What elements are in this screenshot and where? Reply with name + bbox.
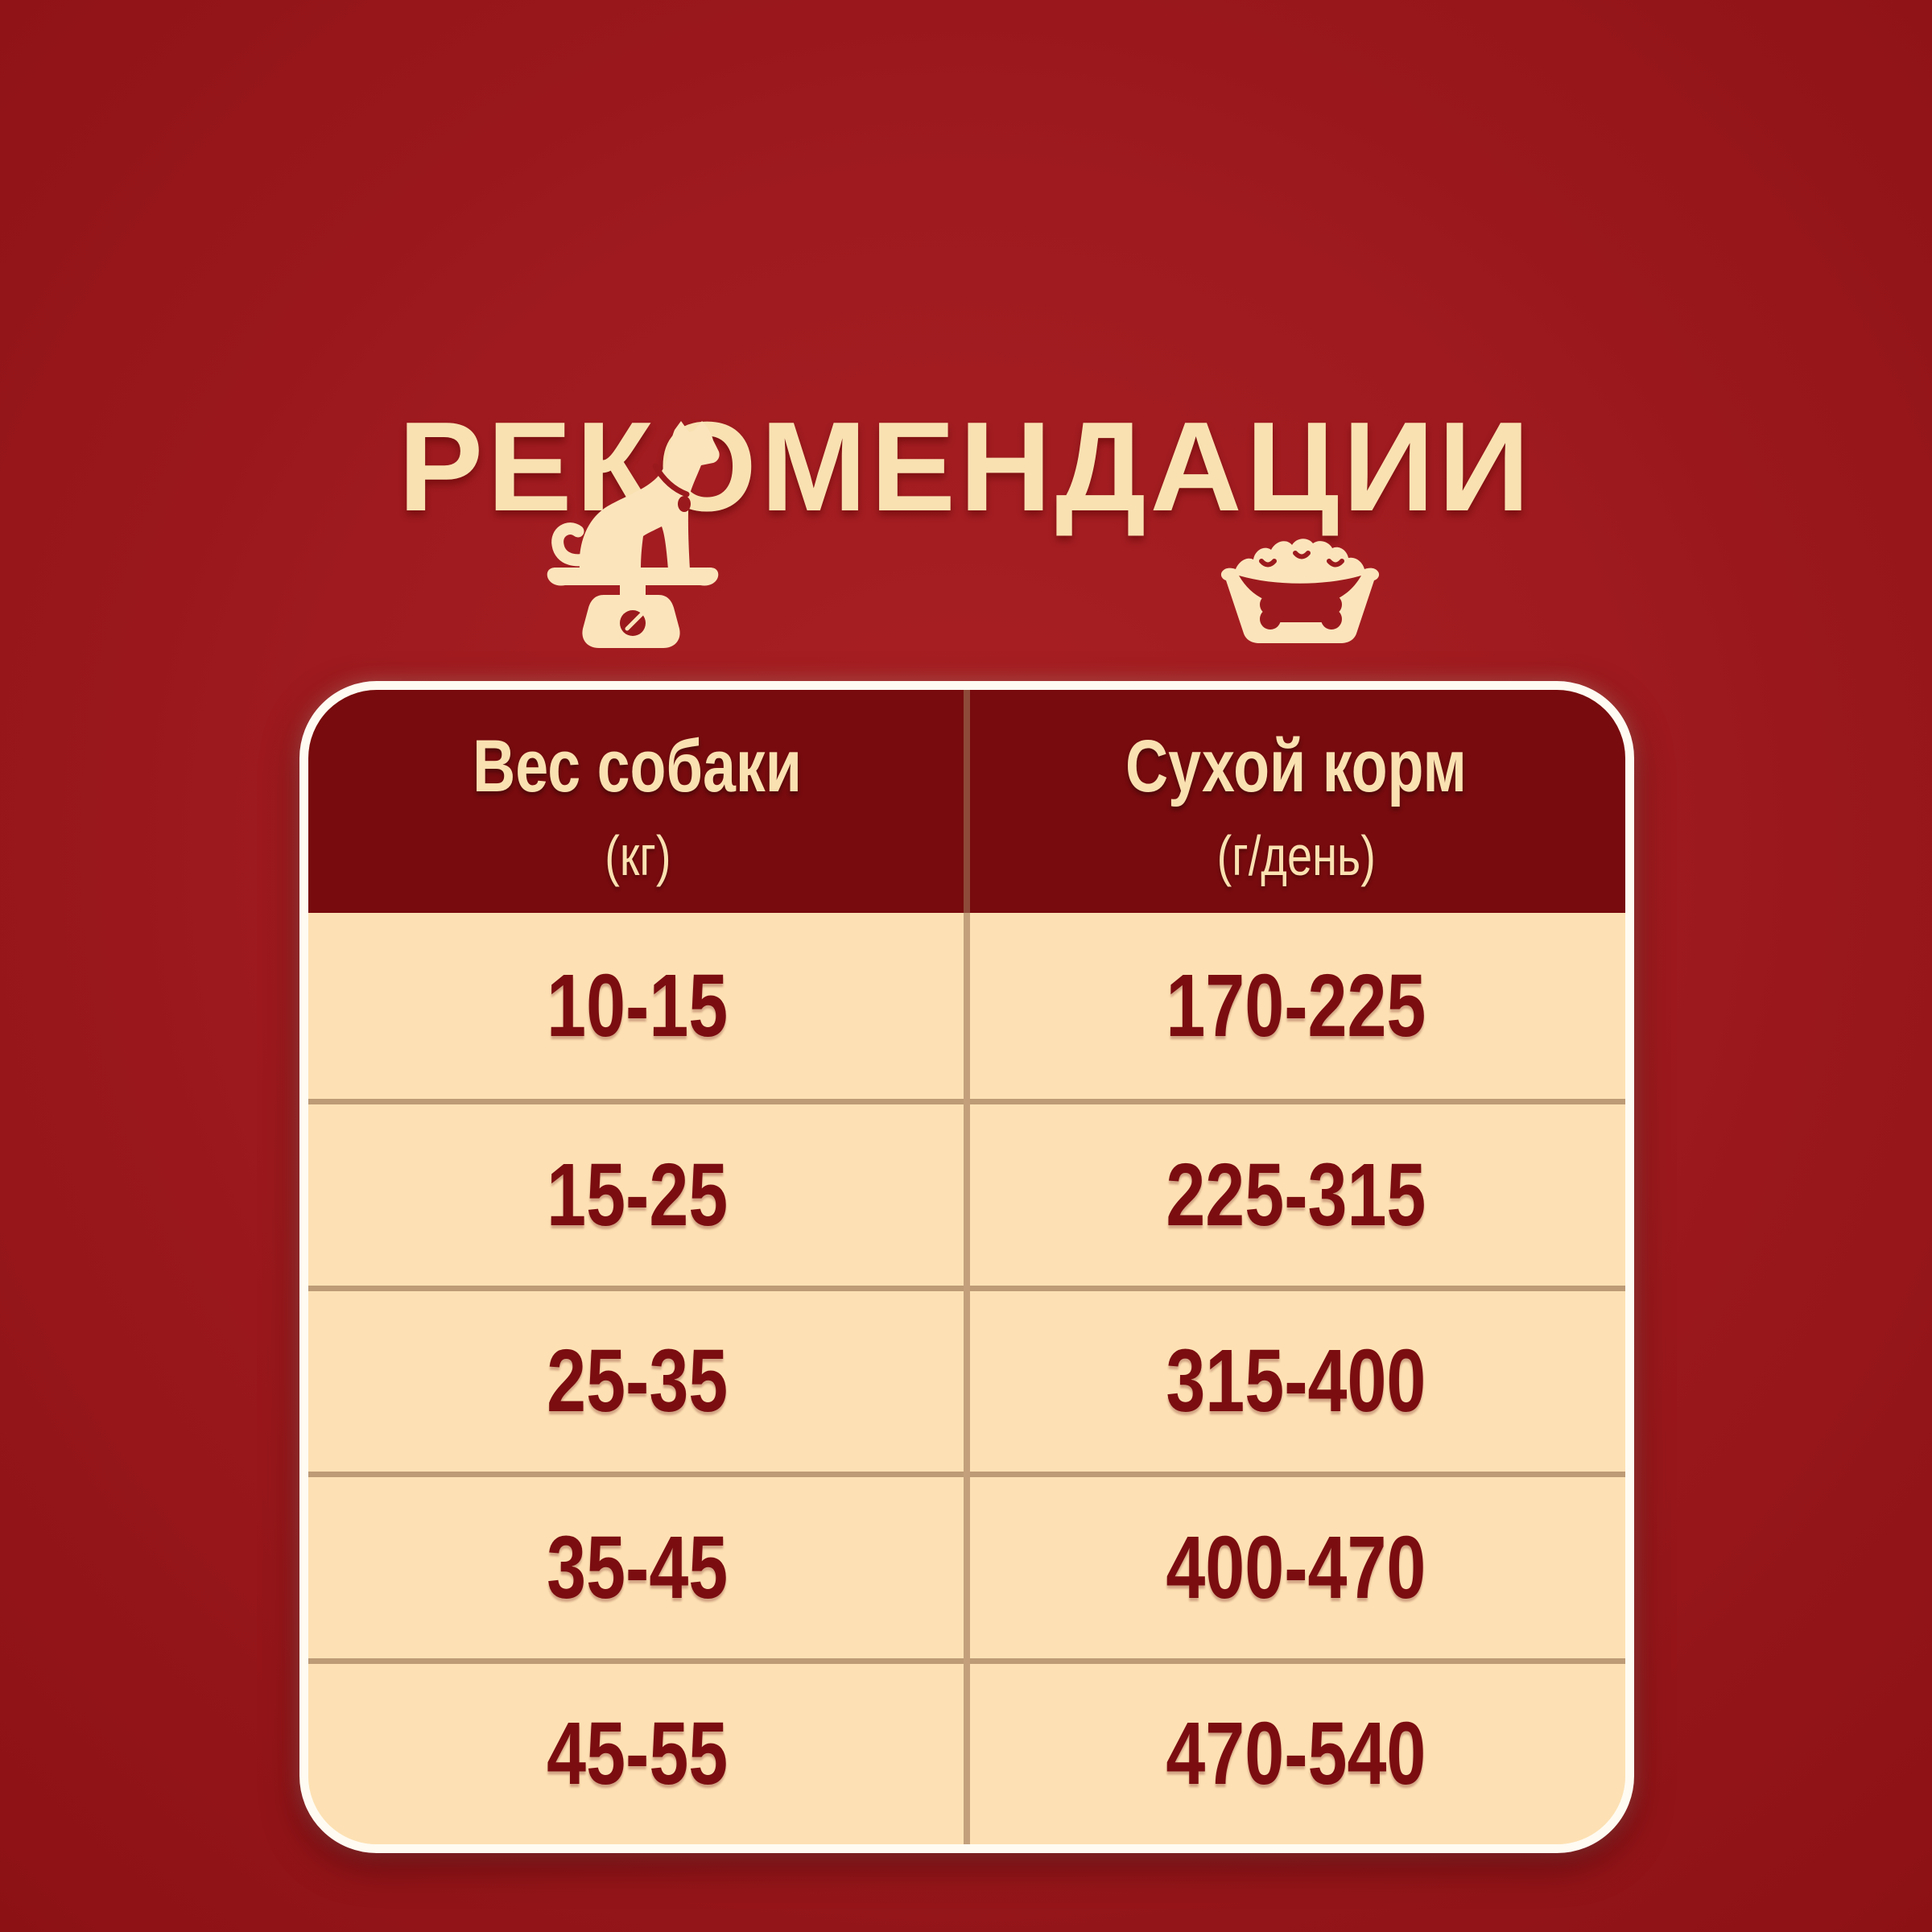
food-value-row1: 170-225 xyxy=(1166,956,1426,1056)
food-value-row5: 470-540 xyxy=(1166,1704,1426,1804)
weight-cell-row1: 10-15 xyxy=(308,913,967,1100)
header-cell-food: Сухой корм (г/день) xyxy=(967,690,1625,913)
weight-value-row3: 25-35 xyxy=(547,1331,729,1431)
food-bowl-icon xyxy=(1220,539,1380,643)
weight-cell-row3: 25-35 xyxy=(308,1285,967,1472)
header-weight-title: Вес собаки xyxy=(473,725,803,807)
weight-value-row1: 10-15 xyxy=(547,956,729,1056)
weight-cell-row4: 35-45 xyxy=(308,1472,967,1658)
weight-cell-row2: 15-25 xyxy=(308,1099,967,1286)
header-cell-weight: Вес собаки (кг) xyxy=(308,690,967,913)
food-cell-row1: 170-225 xyxy=(967,913,1625,1100)
header-food-unit: (г/день) xyxy=(1216,824,1376,887)
food-cell-row4: 400-470 xyxy=(967,1472,1625,1658)
food-value-row2: 225-315 xyxy=(1166,1146,1426,1245)
feeding-table-grid: Вес собаки (кг) Сухой корм (г/день) 10-1… xyxy=(308,690,1625,1844)
column-divider xyxy=(964,690,970,1844)
weight-value-row4: 35-45 xyxy=(547,1517,729,1617)
feeding-table: Вес собаки (кг) Сухой корм (г/день) 10-1… xyxy=(299,681,1634,1853)
food-cell-row2: 225-315 xyxy=(967,1099,1625,1286)
bone-icon xyxy=(1260,594,1342,630)
weight-value-row5: 45-55 xyxy=(547,1704,729,1804)
food-value-row3: 315-400 xyxy=(1166,1331,1426,1431)
header-weight-unit: (кг) xyxy=(604,824,671,887)
food-cell-row3: 315-400 xyxy=(967,1285,1625,1472)
food-cell-row5: 470-540 xyxy=(967,1657,1625,1844)
weight-cell-row5: 45-55 xyxy=(308,1657,967,1844)
dog-on-scale-icon xyxy=(547,421,720,648)
food-value-row4: 400-470 xyxy=(1166,1517,1426,1617)
page-title-line1: РЕКОМЕНДАЦИИ xyxy=(398,395,1534,538)
weight-value-row2: 15-25 xyxy=(547,1146,729,1245)
header-food-title: Сухой корм xyxy=(1125,725,1467,807)
